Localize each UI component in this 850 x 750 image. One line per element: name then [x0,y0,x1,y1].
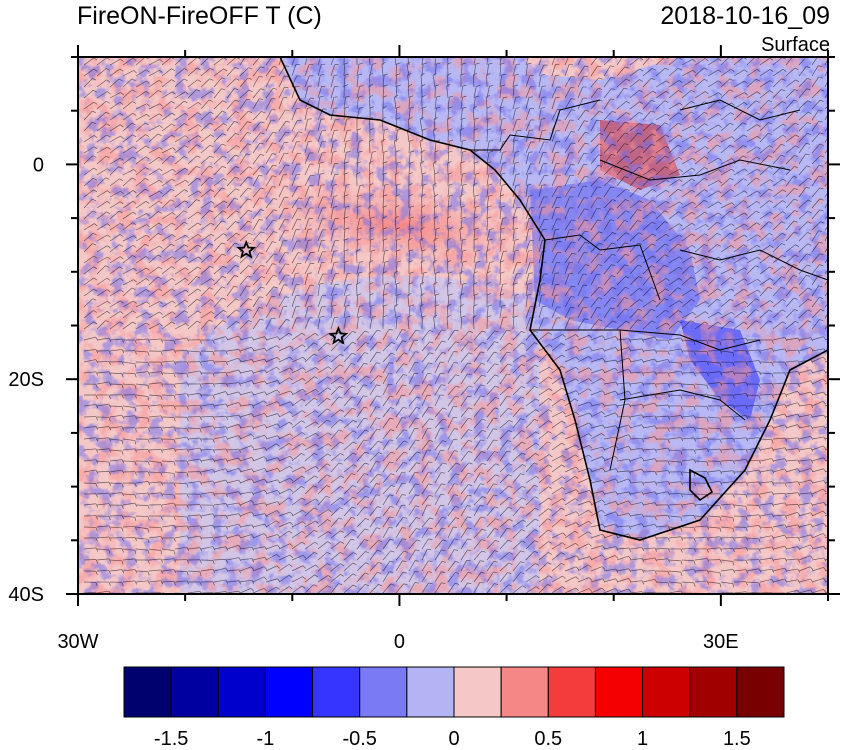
colorbar-swatch [123,666,172,718]
colorbar-swatch [594,666,644,718]
colorbar-swatch [217,666,266,718]
y-tick-label: 20S [8,369,44,391]
colorbar-tick-label: -1 [257,728,275,750]
map-level-label: Surface [761,34,830,56]
star-1-marker [236,239,257,259]
x-tick-label: 30E [703,631,739,653]
colorbar-swatch [642,666,691,718]
colorbar-swatch [689,666,738,718]
colorbar-tick-label: -0.5 [342,728,376,750]
colorbar-tick-label: 1 [637,728,648,750]
y-tick-label: 40S [8,584,44,606]
map-timestamp: 2018-10-16_09 [660,2,830,30]
colorbar: -1.5 -1 -0.5 0 0.5 1 1.5 [123,666,785,750]
country-borders [470,99,828,471]
colorbar-swatch [453,666,502,718]
y-tick-label: 0 [33,154,44,176]
colorbar-tick-label: 0.5 [534,728,562,750]
colorbar-swatch [406,666,455,718]
colorbar-swatch [170,666,219,718]
colorbar-swatch [547,666,596,718]
colorbar-swatch [312,666,361,718]
colorbar-swatch [359,666,408,718]
star-2-marker [328,325,349,345]
colorbar-swatch [500,666,549,718]
x-tick-label: 0 [394,631,405,653]
temperature-field [78,57,828,594]
colorbar-swatch [264,666,314,718]
colorbar-tick-label: 0 [448,728,459,750]
colorbar-swatch [736,666,785,718]
x-tick-label: 30W [57,631,98,653]
map-title: FireON-FireOFF T (C) [77,2,322,30]
colorbar-tick-label: 1.5 [723,728,751,750]
colorbar-tick-label: -1.5 [154,728,188,750]
